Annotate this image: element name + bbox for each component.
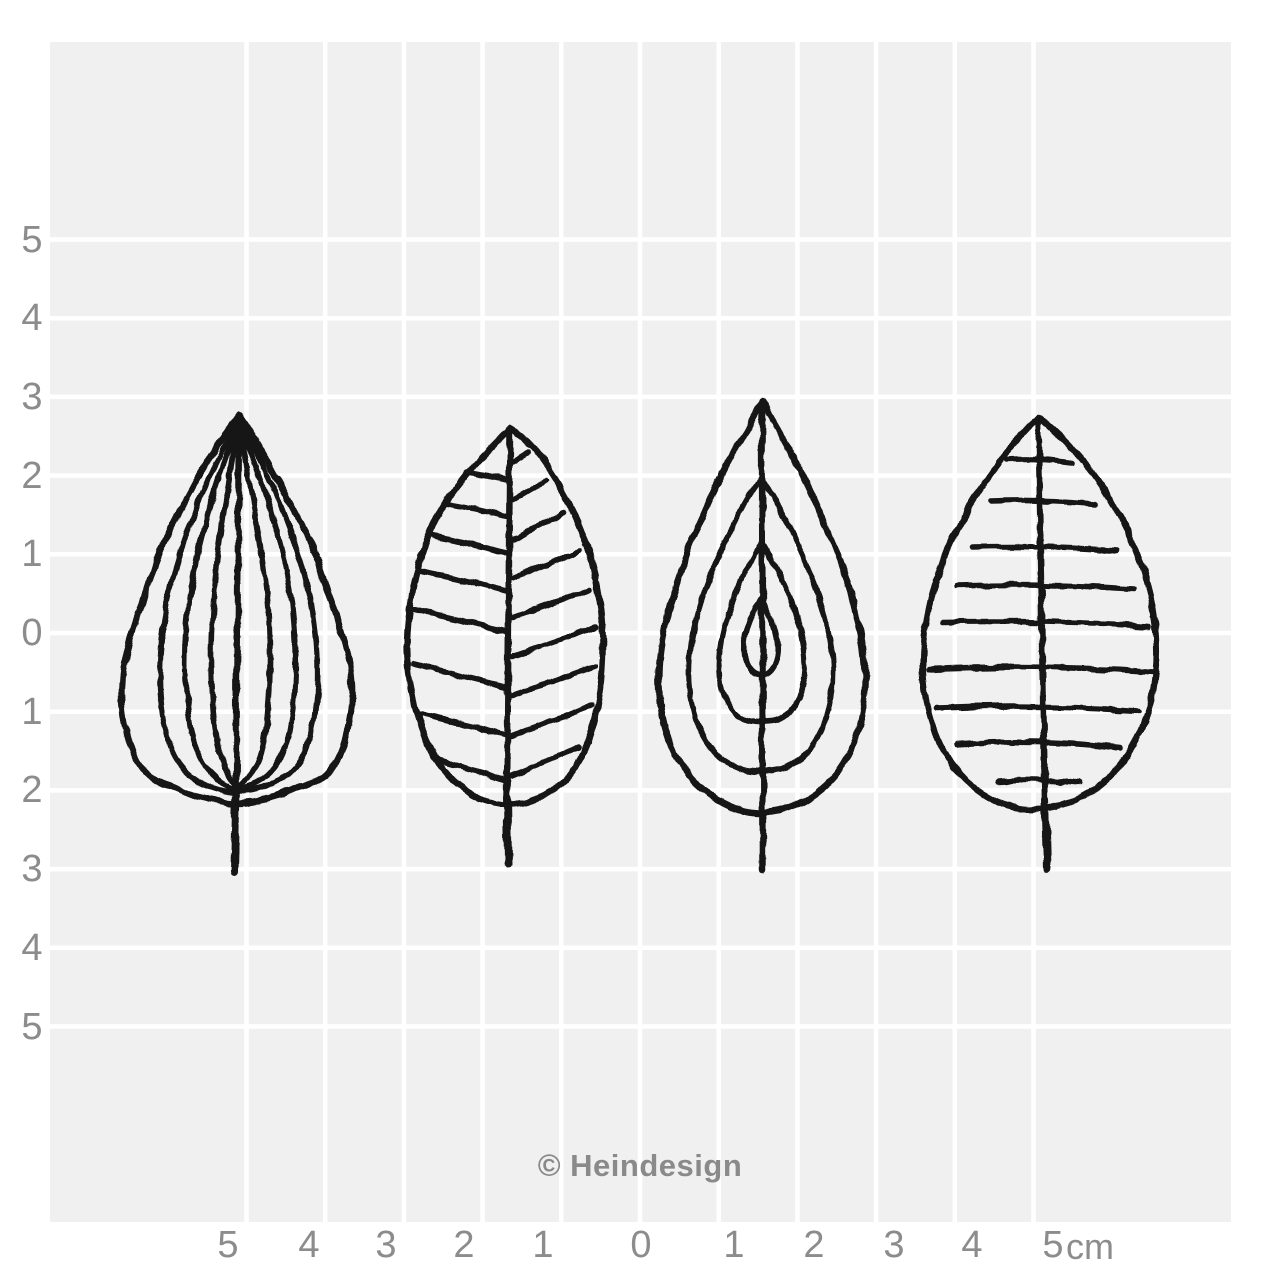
leaf4-vein-2 xyxy=(988,497,1097,507)
bottom-ruler-tick-label: 2 xyxy=(453,1224,475,1266)
leaf-stamp-concentric-outlines xyxy=(655,398,869,873)
leaf2-vein-left-5 xyxy=(411,606,510,635)
leaf-stamp-pinnate-veins xyxy=(403,424,607,868)
left-ruler-tick-label: 3 xyxy=(21,375,43,418)
leaf4-vein-7 xyxy=(933,703,1141,714)
leaf4-vein-6 xyxy=(926,664,1156,675)
left-ruler-tick-label: 4 xyxy=(21,297,43,340)
leaf4-midrib xyxy=(1034,416,1049,805)
leaf2-vein-left-4 xyxy=(416,568,511,595)
bottom-ruler-tick-label: 4 xyxy=(961,1224,983,1266)
left-ruler-tick-label: 1 xyxy=(21,690,43,733)
bottom-ruler-tick-label: 1 xyxy=(723,1224,745,1266)
leaf1-rib-right-3 xyxy=(236,428,273,789)
left-ruler-tick-label: 4 xyxy=(21,926,43,969)
left-ruler-tick-label: 5 xyxy=(21,1005,43,1048)
leaf-stamp-longitudinal-veins xyxy=(118,411,356,875)
leaf4-outline xyxy=(919,413,1161,813)
leaf2-vein-right-2 xyxy=(510,478,549,503)
left-ruler-tick-label: 2 xyxy=(21,769,43,812)
leaf4-stem xyxy=(1041,795,1051,873)
leaf2-vein-right-5 xyxy=(510,586,593,620)
bottom-ruler-tick-label: 5 xyxy=(217,1224,239,1266)
leaf2-vein-right-7 xyxy=(509,663,598,699)
leaf1-stem xyxy=(230,786,240,875)
leaf2-vein-left-2 xyxy=(444,500,512,520)
leaf2-vein-right-9 xyxy=(507,745,581,779)
leaf2-vein-left-7 xyxy=(419,711,510,739)
leaf1-rib-left-3 xyxy=(208,428,240,789)
leaf2-midrib xyxy=(503,428,514,803)
bottom-ruler-tick-label: 5 xyxy=(1042,1224,1064,1266)
leaf2-vein-right-4 xyxy=(510,548,583,581)
leaf2-vein-right-1 xyxy=(510,450,531,465)
bottom-ruler-tick-label: 1 xyxy=(532,1224,554,1266)
leaf1-rib-right-2 xyxy=(237,424,299,792)
bottom-ruler-tick-label: 2 xyxy=(803,1224,825,1266)
grid-lines xyxy=(50,42,1231,1222)
bottom-ruler-tick-label: 3 xyxy=(375,1224,397,1266)
leaf4-vein-1 xyxy=(1004,456,1074,466)
leaf2-vein-left-3 xyxy=(427,532,512,557)
leaf2-vein-left-6 xyxy=(411,661,510,690)
left-ruler-tick-label: 1 xyxy=(21,533,43,576)
watermark-copyright: © Heindesign xyxy=(537,1148,743,1183)
leaf1-rib-left-1 xyxy=(157,421,241,795)
leaf4-vein-5 xyxy=(939,618,1152,629)
leaf4-vein-4 xyxy=(954,582,1136,592)
left-ruler-tick-label: 0 xyxy=(21,612,43,654)
leaf4-vein-8 xyxy=(954,738,1122,751)
left-ruler-tick-label: 2 xyxy=(21,454,43,497)
left-ruler-tick-label: 3 xyxy=(21,848,43,891)
leaf1-midrib xyxy=(232,417,243,796)
leaf2-stem xyxy=(503,793,512,868)
leaf2-vein-right-8 xyxy=(508,703,594,739)
bottom-ruler-tick-label: 4 xyxy=(298,1224,320,1266)
leaf4-vein-3 xyxy=(971,543,1119,554)
leaf3-midrib-and-stem xyxy=(758,400,767,873)
leaf1-rib-left-2 xyxy=(182,424,241,792)
leaf-stamp-horizontal-veins xyxy=(919,413,1161,873)
bottom-ruler-tick-label: 3 xyxy=(883,1224,905,1266)
left-ruler-tick-label: 5 xyxy=(21,218,43,261)
ruler-unit-label: cm xyxy=(1066,1226,1114,1267)
leaf2-vein-left-8 xyxy=(433,756,511,784)
leaf4-vein-9 xyxy=(996,777,1082,786)
leaf1-rib-right-1 xyxy=(237,421,321,795)
leaf2-vein-right-3 xyxy=(510,510,567,542)
leaf2-vein-left-1 xyxy=(464,469,512,483)
bottom-ruler-tick-label: 0 xyxy=(630,1224,652,1266)
leaf2-vein-right-6 xyxy=(510,624,599,659)
